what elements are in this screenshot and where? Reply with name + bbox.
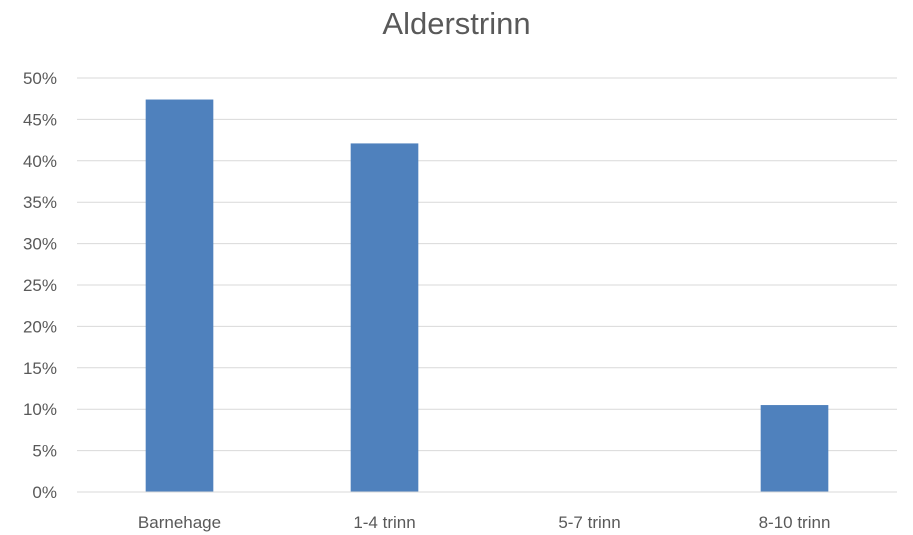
y-tick-label: 45% xyxy=(23,110,57,129)
y-tick-label: 15% xyxy=(23,359,57,378)
chart-title: Alderstrinn xyxy=(382,6,531,41)
x-tick-label: 5-7 trinn xyxy=(558,513,620,532)
y-tick-label: 30% xyxy=(23,235,57,254)
y-tick-label: 0% xyxy=(32,483,57,502)
x-tick-label: 8-10 trinn xyxy=(759,513,831,532)
bar-1-4-trinn xyxy=(350,143,419,493)
gridlines xyxy=(77,77,897,452)
x-tick-label: Barnehage xyxy=(138,513,221,532)
x-tick-label: 1-4 trinn xyxy=(353,513,415,532)
y-tick-label: 20% xyxy=(23,317,57,336)
axes: 0% 5% 10% 15% 20% 25% 30% 35% 40% 45% 50% Barnehage… xyxy=(23,69,897,532)
y-tick-label: 50% xyxy=(23,69,57,88)
y-tick-label: 40% xyxy=(23,152,57,171)
y-tick-label: 5% xyxy=(32,442,57,461)
bars xyxy=(145,99,829,493)
y-tick-label: 25% xyxy=(23,276,57,295)
y-tick-label: 35% xyxy=(23,193,57,212)
bar-8-10-trinn xyxy=(760,405,829,492)
bar-barnehage xyxy=(145,99,214,492)
y-tick-label: 10% xyxy=(23,400,57,419)
